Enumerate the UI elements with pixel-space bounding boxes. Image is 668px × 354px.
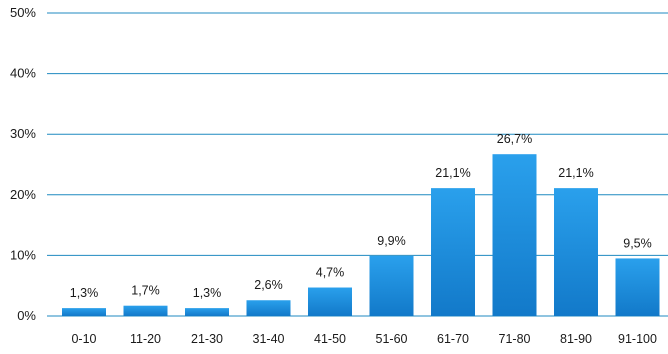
- data-label: 21,1%: [558, 166, 593, 180]
- data-label: 2,6%: [254, 278, 283, 292]
- y-tick-label: 0%: [17, 308, 36, 323]
- data-label: 1,7%: [131, 284, 160, 298]
- y-tick-label: 30%: [10, 126, 36, 141]
- bar: [615, 258, 660, 316]
- value-labels: 1,3% 1,7% 1,3% 2,6% 4,7% 9,9% 21,1% 26,7% 21,1% 9…: [70, 132, 652, 300]
- bar: [123, 305, 168, 316]
- data-label: 9,9%: [377, 234, 406, 248]
- x-tick-label: 51-60: [376, 332, 408, 346]
- data-label: 21,1%: [435, 166, 470, 180]
- x-axis-tick-labels: 0-10 11-20 21-30 31-40 41-50 51-60 61-70 71-80 8…: [71, 332, 657, 346]
- bar: [185, 308, 229, 316]
- bar: [246, 300, 291, 316]
- data-label: 1,3%: [193, 286, 222, 300]
- bar: [308, 287, 352, 316]
- bars: [62, 154, 660, 316]
- y-tick-label: 40%: [10, 66, 36, 81]
- x-tick-label: 0-10: [71, 332, 96, 346]
- x-tick-label: 81-90: [560, 332, 592, 346]
- x-tick-label: 71-80: [499, 332, 531, 346]
- bar: [431, 188, 475, 316]
- x-tick-label: 31-40: [253, 332, 285, 346]
- x-tick-label: 91-100: [618, 332, 657, 346]
- y-tick-label: 20%: [10, 187, 36, 202]
- bar: [492, 154, 537, 316]
- data-label: 4,7%: [316, 266, 345, 280]
- data-label: 26,7%: [497, 132, 532, 146]
- y-tick-label: 10%: [10, 247, 36, 262]
- data-label: 9,5%: [623, 236, 652, 250]
- x-tick-label: 21-30: [191, 332, 223, 346]
- bar: [62, 308, 106, 316]
- y-axis-tick-labels: 0% 10% 20% 30% 40% 50%: [10, 5, 36, 323]
- y-tick-label: 50%: [10, 5, 36, 20]
- x-tick-label: 11-20: [130, 332, 161, 346]
- data-label: 1,3%: [70, 286, 99, 300]
- bar: [554, 188, 598, 316]
- x-tick-label: 41-50: [314, 332, 346, 346]
- x-tick-label: 61-70: [437, 332, 469, 346]
- bar: [369, 256, 414, 316]
